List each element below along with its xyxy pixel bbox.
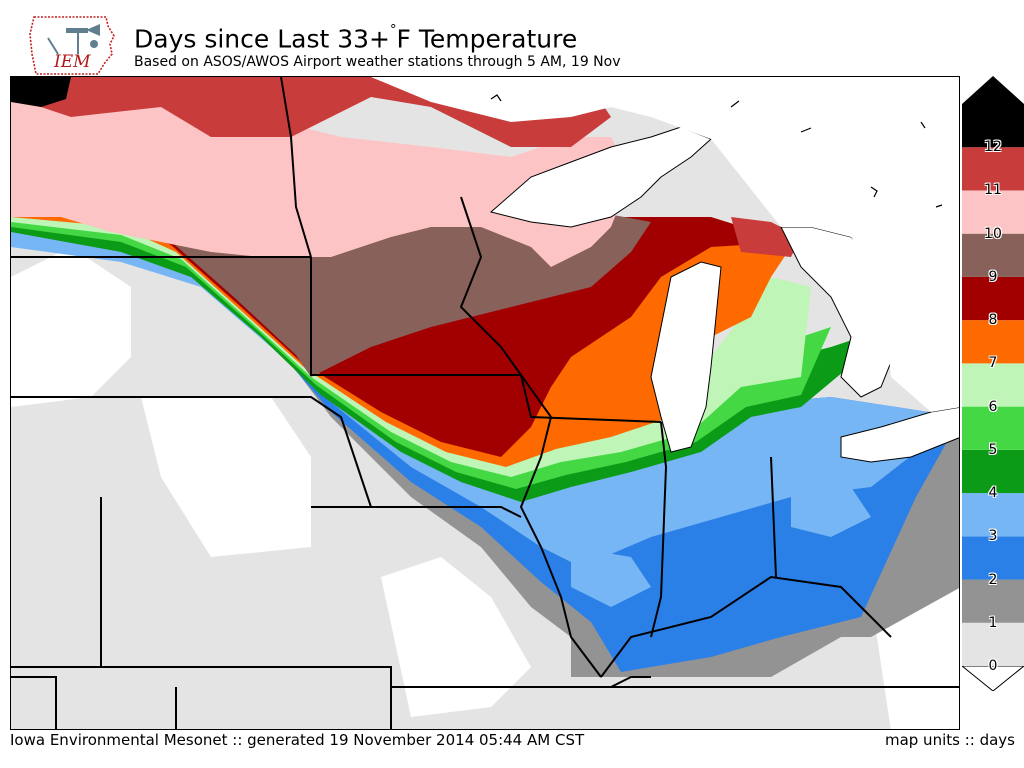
legend-label-7: 7	[988, 355, 998, 372]
state-line-il-wi	[520, 374, 662, 423]
lake-erie	[840, 406, 959, 463]
legend-bin-11	[962, 147, 1024, 191]
lake-michigan	[650, 261, 722, 453]
state-line-ne-ks	[11, 396, 372, 508]
state-line-mo-south	[610, 676, 651, 688]
state-line-ky	[600, 575, 892, 678]
white-area-west	[11, 247, 131, 407]
legend-bin-12	[962, 104, 1024, 148]
band-3-patch	[571, 547, 651, 607]
page-title: Days since Last 33+°F Temperature	[134, 20, 577, 54]
canada-region	[371, 77, 959, 412]
legend-label-11: 11	[984, 182, 1002, 199]
legend-bin-2	[962, 536, 1024, 580]
state-boundaries	[11, 77, 959, 729]
legend-bin-10	[962, 190, 1024, 234]
legend-label-2: 2	[988, 571, 998, 588]
state-line-ia-mo	[311, 506, 522, 518]
legend-bin-1	[962, 579, 1024, 623]
credit-line: Iowa Environmental Mesonet :: generated …	[10, 731, 585, 749]
map-panel	[10, 76, 960, 730]
band-3-patch-east	[791, 487, 871, 537]
legend-bin-3	[962, 493, 1024, 537]
units-label: map units :: days	[884, 731, 1015, 749]
state-line-ok-tx	[11, 676, 57, 729]
legend-label-4: 4	[988, 485, 998, 502]
title-prefix: Days since Last 33+	[134, 24, 391, 54]
island-outlines	[490, 94, 943, 208]
color-legend: 0 1 2 3 4 5 6 7 8 9 10 11 12	[960, 76, 1024, 692]
legend-label-9: 9	[988, 268, 998, 285]
state-line-wi-mn	[459, 196, 522, 376]
legend-label-1: 1	[988, 614, 998, 631]
iem-logo: IEM	[28, 14, 118, 76]
legend-bin-5	[962, 406, 1024, 450]
legend-label-0: 0	[988, 658, 998, 674]
logo-text: IEM	[53, 52, 91, 72]
lake-superior	[489, 126, 712, 228]
legend-arrow-top	[962, 76, 1024, 104]
state-line-in	[650, 421, 668, 638]
legend-label-10: 10	[984, 225, 1002, 242]
legend-label-6: 6	[988, 398, 998, 415]
band-12	[11, 77, 71, 107]
white-area-central	[141, 397, 311, 557]
state-line-mn-ia	[310, 257, 521, 376]
state-line-il	[519, 374, 602, 678]
state-line-oh	[770, 456, 777, 578]
title-suffix: F Temperature	[396, 24, 578, 54]
state-line-mo-ar	[11, 666, 392, 729]
white-area-south	[381, 557, 531, 717]
legend-bin-9	[962, 233, 1024, 277]
legend-label-8: 8	[988, 312, 998, 329]
band-11-east	[731, 217, 801, 257]
band-10	[11, 97, 631, 267]
title-degree: °	[390, 23, 397, 38]
legend-label-5: 5	[988, 441, 998, 458]
legend-label-12: 12	[984, 139, 1002, 156]
legend-label-3: 3	[988, 528, 998, 545]
legend-bin-7	[962, 320, 1024, 364]
state-line-nd-mn	[280, 77, 312, 258]
page-subtitle: Based on ASOS/AWOS Airport weather stati…	[134, 54, 621, 70]
legend-bin-6	[962, 363, 1024, 407]
legend-bin-4	[962, 449, 1024, 494]
legend-bin-0	[962, 622, 1024, 666]
legend-bin-8	[962, 276, 1024, 321]
